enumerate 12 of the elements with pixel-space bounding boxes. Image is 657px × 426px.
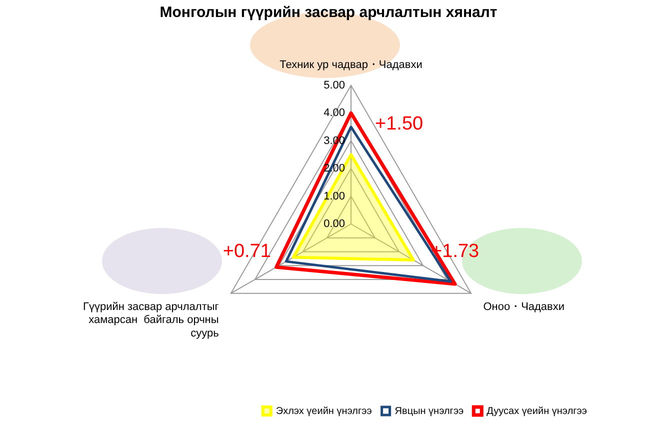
y-tick-label: 4.00 <box>324 107 345 120</box>
y-tick-label: 0.00 <box>324 218 345 230</box>
legend-label: Дуусах үеийн үнэлгээ <box>486 406 588 417</box>
spoke-label: Гүүрийн засвар арчлалтыг хамарсан байгаль орчны суурь <box>82 300 220 340</box>
spoke-label: Оноо・Чадавхи <box>483 300 565 313</box>
chart-title: Монголын гүүрийн засвар арчлалтын хяналт <box>160 4 498 22</box>
legend-label: Явцын үнэлгээ <box>394 406 464 417</box>
text: +0.71 <box>222 240 271 262</box>
spoke-label: Техник ур чадвар・Чадавхи <box>280 58 422 71</box>
y-tick-label: 5.00 <box>324 79 345 92</box>
legend-label: Эхлэх үеийн үнэлгээ <box>276 406 372 417</box>
text: +1.50 <box>375 114 424 135</box>
